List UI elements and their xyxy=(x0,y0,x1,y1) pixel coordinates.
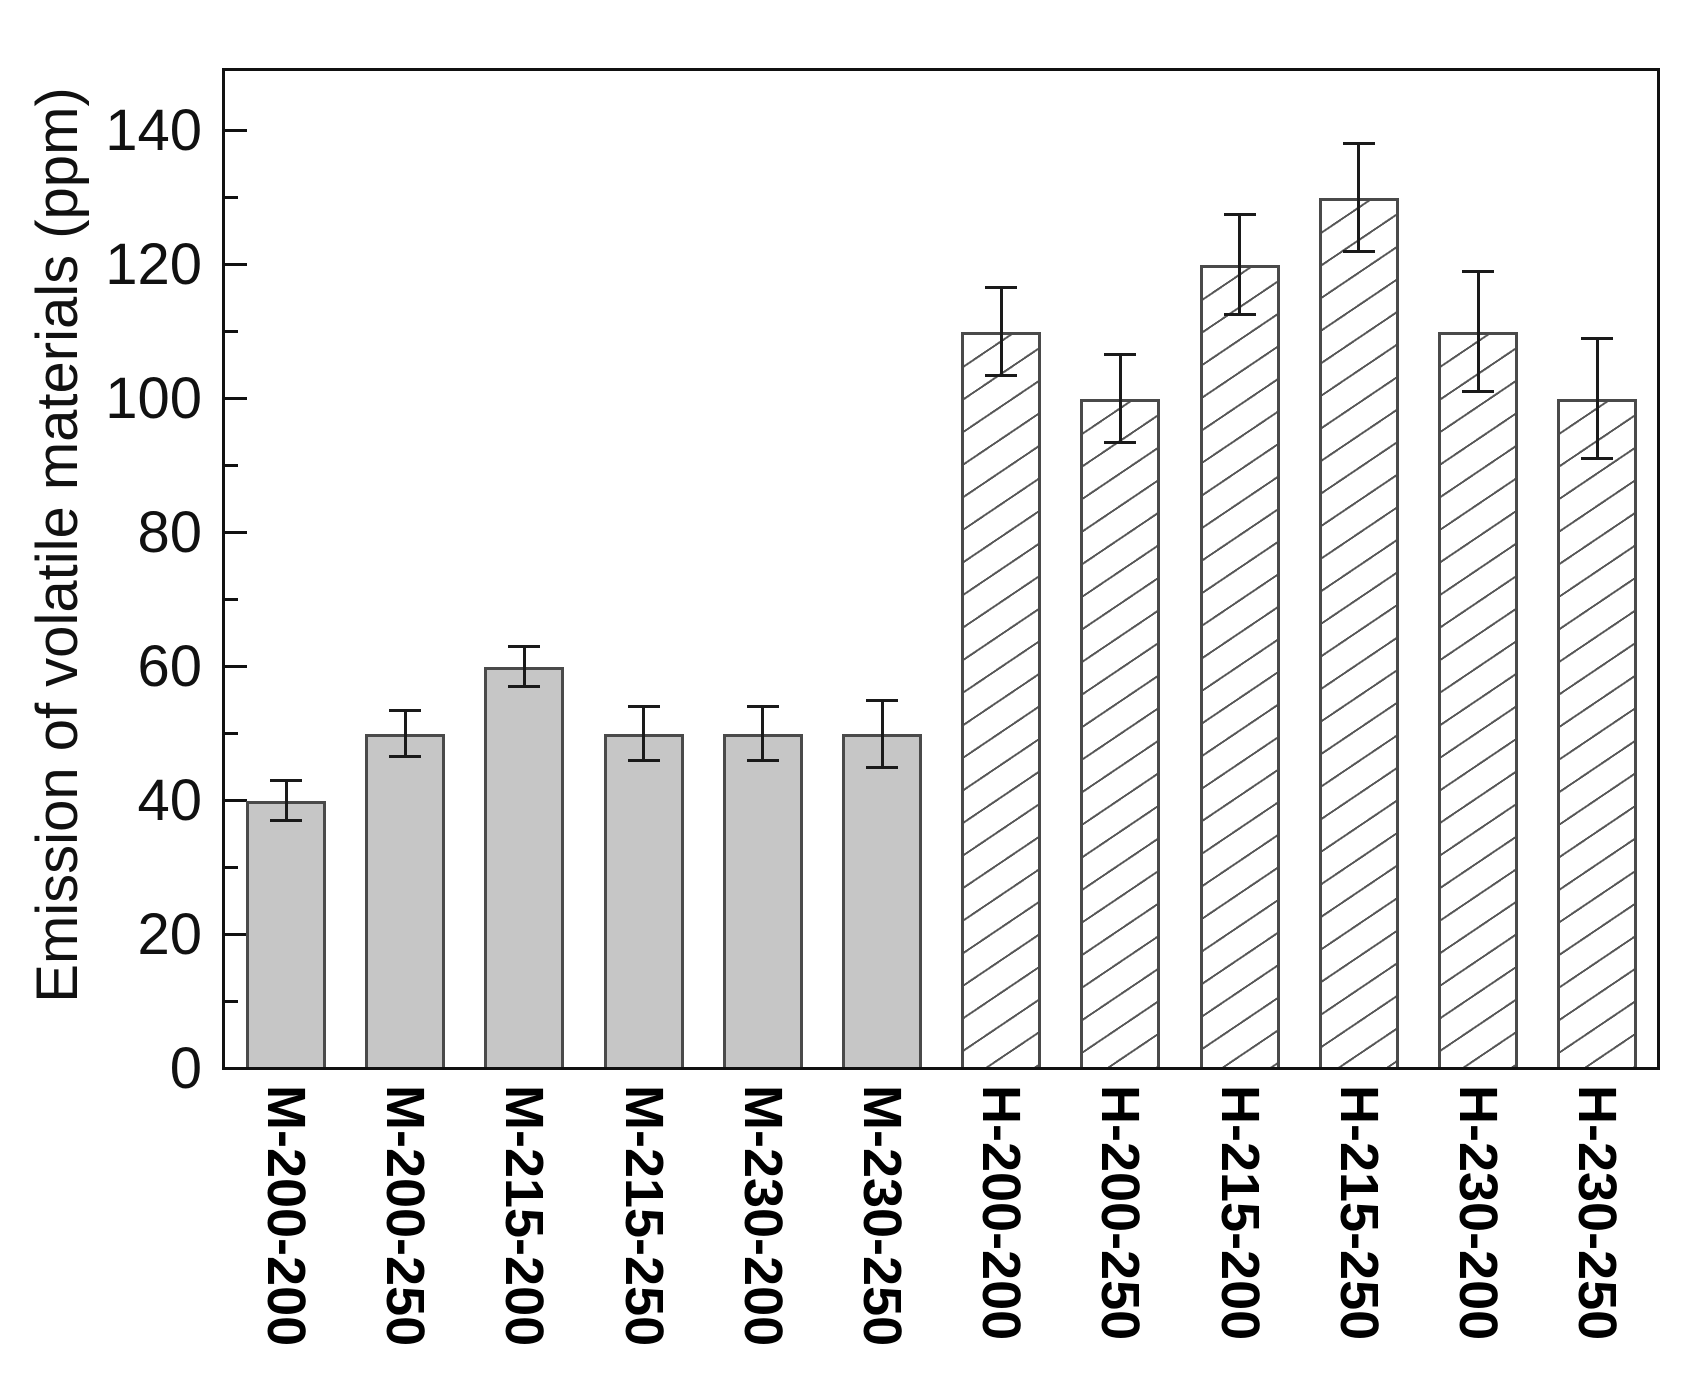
error-bar-top-cap-H-230-250 xyxy=(1581,336,1614,340)
error-bar-top-cap-H-230-200 xyxy=(1462,269,1494,273)
y-tick-label-120: 120 xyxy=(105,231,202,297)
x-tick-label-H-230-200: H-230-200 xyxy=(1448,1085,1508,1341)
plot-frame xyxy=(222,68,1660,1070)
y-tick-label-0: 0 xyxy=(169,1035,202,1101)
error-bar-top-cap-H-200-200 xyxy=(985,286,1018,290)
error-bar-line-H-200-200 xyxy=(999,287,1003,376)
x-tick-label-H-200-200: H-200-200 xyxy=(971,1085,1032,1341)
x-tick-label-M-215-200: M-215-200 xyxy=(494,1085,555,1347)
bar-H-200-250 xyxy=(1080,398,1161,1067)
y-tick-label-100: 100 xyxy=(105,365,202,431)
error-bar-bottom-cap-H-230-250 xyxy=(1581,457,1614,461)
error-bar-bottom-cap-H-230-200 xyxy=(1462,390,1494,394)
error-bar-bottom-cap-M-215-200 xyxy=(508,685,541,689)
error-bar-line-M-200-200 xyxy=(284,780,288,821)
y-minor-tick-90 xyxy=(225,464,238,467)
error-bar-line-H-215-200 xyxy=(1238,214,1242,315)
y-major-tick-0 xyxy=(225,1067,247,1070)
bar-M-200-200 xyxy=(246,800,326,1067)
x-tick-label-M-230-200: M-230-200 xyxy=(732,1085,793,1347)
bar-H-200-200 xyxy=(961,331,1042,1067)
error-bar-top-cap-M-230-250 xyxy=(866,698,898,702)
bar-M-215-200 xyxy=(484,666,565,1067)
error-bar-line-H-230-200 xyxy=(1476,271,1480,392)
error-bar-top-cap-H-200-250 xyxy=(1104,353,1137,357)
error-bar-bottom-cap-M-200-250 xyxy=(389,755,422,759)
error-bar-bottom-cap-M-230-200 xyxy=(746,758,779,762)
y-minor-tick-70 xyxy=(225,598,238,601)
y-major-tick-100 xyxy=(225,397,247,400)
y-minor-tick-10 xyxy=(225,1000,238,1003)
y-major-tick-40 xyxy=(225,799,247,802)
error-bar-top-cap-M-215-250 xyxy=(627,705,660,709)
x-tick-label-M-215-250: M-215-250 xyxy=(613,1085,674,1347)
bar-M-215-250 xyxy=(603,733,684,1067)
error-bar-top-cap-H-215-200 xyxy=(1223,212,1256,216)
error-bar-top-cap-M-200-250 xyxy=(389,708,422,712)
y-minor-tick-110 xyxy=(225,330,238,333)
x-tick-label-H-215-200: H-215-200 xyxy=(1209,1085,1270,1341)
y-tick-label-140: 140 xyxy=(105,97,202,163)
y-minor-tick-50 xyxy=(225,732,238,735)
error-bar-line-M-215-250 xyxy=(642,706,646,761)
y-tick-label-60: 60 xyxy=(137,633,202,699)
error-bar-line-H-230-250 xyxy=(1595,338,1599,459)
y-minor-tick-130 xyxy=(225,196,238,199)
error-bar-line-H-215-250 xyxy=(1357,143,1361,252)
error-bar-top-cap-M-200-200 xyxy=(270,778,302,782)
bar-H-215-200 xyxy=(1199,264,1280,1067)
y-major-tick-120 xyxy=(225,263,247,266)
y-major-tick-140 xyxy=(225,129,247,132)
error-bar-line-H-200-250 xyxy=(1118,354,1122,443)
error-bar-bottom-cap-H-200-200 xyxy=(985,373,1018,377)
bar-M-230-250 xyxy=(842,733,922,1067)
x-tick-label-M-230-250: M-230-250 xyxy=(852,1085,912,1347)
error-bar-line-M-215-200 xyxy=(522,646,526,687)
y-minor-tick-30 xyxy=(225,866,238,869)
error-bar-line-M-230-250 xyxy=(880,700,884,767)
x-tick-label-H-230-250: H-230-250 xyxy=(1567,1085,1628,1341)
y-major-tick-80 xyxy=(225,531,247,534)
bar-H-230-200 xyxy=(1438,331,1518,1067)
bar-M-230-200 xyxy=(722,733,803,1067)
x-tick-label-M-200-200: M-200-200 xyxy=(256,1085,316,1347)
error-bar-top-cap-M-230-200 xyxy=(746,705,779,709)
error-bar-top-cap-M-215-200 xyxy=(508,644,541,648)
error-bar-bottom-cap-H-200-250 xyxy=(1104,440,1137,444)
x-tick-label-M-200-250: M-200-250 xyxy=(375,1085,436,1347)
error-bar-bottom-cap-M-230-250 xyxy=(866,765,898,769)
y-major-tick-60 xyxy=(225,665,247,668)
y-tick-label-20: 20 xyxy=(137,901,202,967)
error-bar-bottom-cap-H-215-250 xyxy=(1342,249,1375,253)
bar-H-230-250 xyxy=(1557,398,1638,1067)
error-bar-bottom-cap-M-200-200 xyxy=(270,819,302,823)
y-tick-label-80: 80 xyxy=(137,499,202,565)
bar-H-215-250 xyxy=(1318,197,1399,1067)
y-major-tick-20 xyxy=(225,933,247,936)
error-bar-bottom-cap-M-215-250 xyxy=(627,758,660,762)
error-bar-bottom-cap-H-215-200 xyxy=(1223,313,1256,317)
error-bar-line-M-230-200 xyxy=(761,706,765,761)
error-bar-line-M-200-250 xyxy=(403,710,407,757)
bar-M-200-250 xyxy=(365,733,446,1067)
error-bar-top-cap-H-215-250 xyxy=(1342,142,1375,146)
y-tick-label-40: 40 xyxy=(137,767,202,833)
x-tick-label-H-215-250: H-215-250 xyxy=(1328,1085,1389,1341)
x-tick-label-H-200-250: H-200-250 xyxy=(1090,1085,1151,1341)
